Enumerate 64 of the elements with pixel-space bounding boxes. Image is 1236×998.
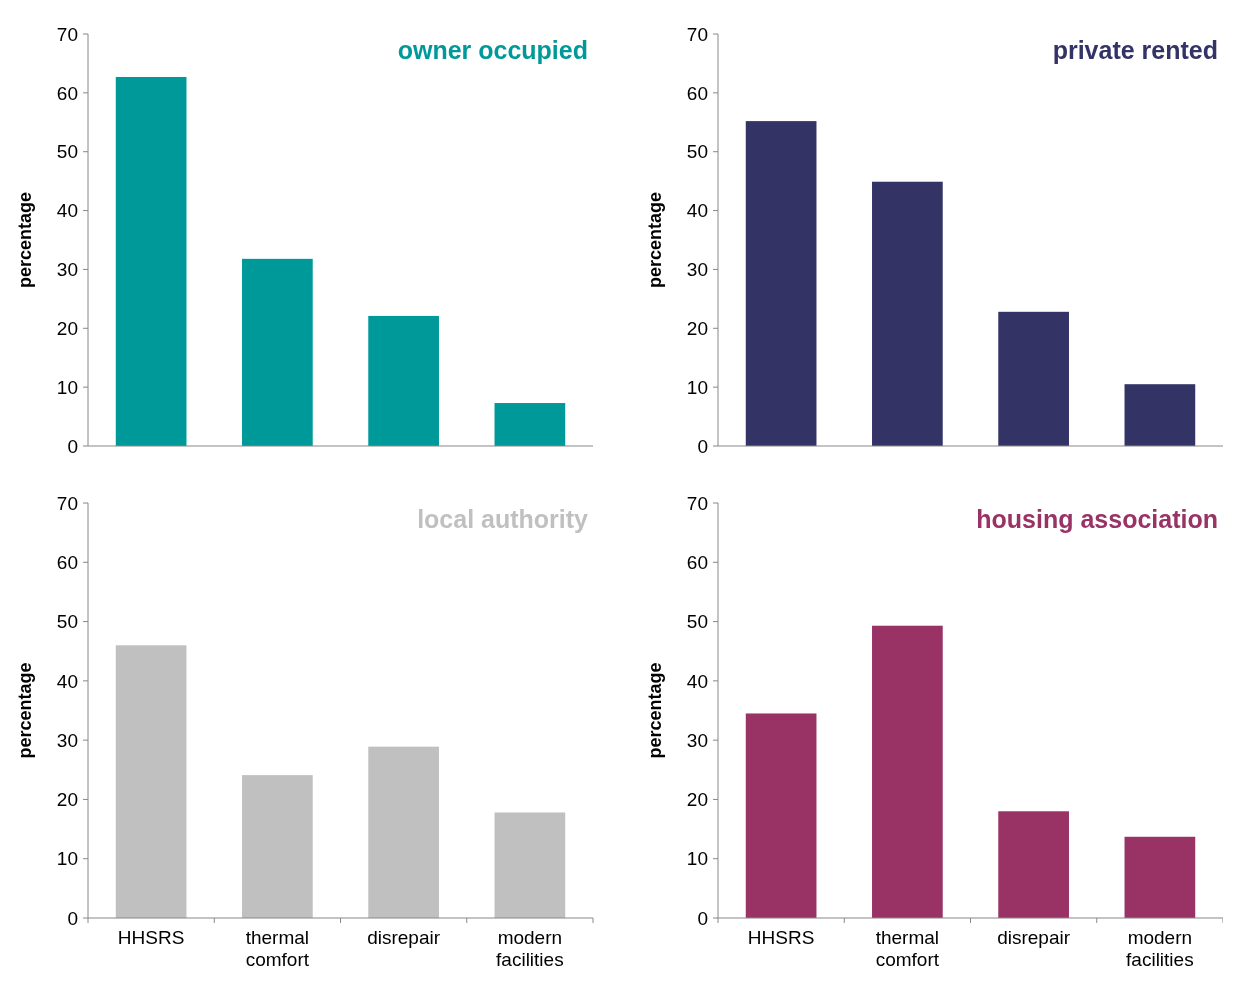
y-tick-label: 40 <box>686 200 708 222</box>
x-tick-label: thermal comfort <box>245 927 310 970</box>
y-tick-label: 70 <box>56 23 78 45</box>
y-tick-label: 30 <box>56 729 78 751</box>
bar <box>1124 836 1196 918</box>
bar <box>872 181 943 446</box>
y-tick-label: 10 <box>56 376 78 398</box>
y-tick-label: 50 <box>56 141 78 163</box>
y-tick-label: 50 <box>686 611 708 633</box>
y-tick-label: 60 <box>686 551 708 573</box>
y-tick-label: 70 <box>686 23 708 45</box>
bar <box>494 403 566 446</box>
y-tick-label: 20 <box>56 789 78 811</box>
y-tick-label: 30 <box>56 259 78 281</box>
bar <box>745 121 817 446</box>
chart-title: local authority <box>417 505 589 533</box>
y-tick-label: 70 <box>56 492 78 514</box>
bar <box>115 645 187 918</box>
x-tick-label: HHSRS <box>747 927 815 948</box>
chart-title: housing association <box>976 505 1218 533</box>
bar <box>998 811 1069 918</box>
y-axis-title: percentage <box>645 662 665 759</box>
chart-title: private rented <box>1052 36 1218 64</box>
y-tick-label: 60 <box>686 82 708 104</box>
bar <box>115 76 187 446</box>
y-tick-label: 0 <box>697 907 708 929</box>
y-tick-label: 10 <box>686 848 708 870</box>
y-tick-label: 20 <box>686 317 708 339</box>
x-tick-label: disrepair <box>997 927 1071 948</box>
x-tick-label: modern facilities <box>496 927 564 970</box>
y-tick-label: 40 <box>686 670 708 692</box>
bar <box>242 775 313 918</box>
y-tick-label: 10 <box>686 376 708 398</box>
bar <box>1124 384 1196 446</box>
y-tick-label: 50 <box>686 141 708 163</box>
x-tick-label: modern facilities <box>1126 927 1194 970</box>
chart-title: owner occupied <box>397 36 588 64</box>
x-tick-label: disrepair <box>367 927 441 948</box>
y-tick-label: 0 <box>697 435 708 457</box>
y-axis-title: percentage <box>15 191 35 289</box>
y-tick-label: 10 <box>56 848 78 870</box>
bar <box>494 812 566 918</box>
x-tick-label: HHSRS <box>117 927 185 948</box>
x-tick-label: thermal comfort <box>875 927 940 970</box>
bar <box>368 746 439 918</box>
bar <box>872 625 943 918</box>
y-tick-label: 20 <box>56 317 78 339</box>
y-axis-title: percentage <box>15 662 35 759</box>
bar <box>242 258 313 446</box>
y-tick-label: 30 <box>686 259 708 281</box>
y-tick-label: 0 <box>67 435 78 457</box>
y-tick-label: 60 <box>56 551 78 573</box>
y-tick-label: 60 <box>56 82 78 104</box>
y-tick-label: 50 <box>56 611 78 633</box>
bar <box>745 713 817 918</box>
y-tick-label: 40 <box>56 670 78 692</box>
y-tick-label: 40 <box>56 200 78 222</box>
y-tick-label: 30 <box>686 729 708 751</box>
y-tick-label: 70 <box>686 492 708 514</box>
bar <box>368 315 439 446</box>
y-tick-label: 20 <box>686 789 708 811</box>
y-tick-label: 0 <box>67 907 78 929</box>
y-axis-title: percentage <box>645 191 665 289</box>
bar <box>998 311 1069 446</box>
